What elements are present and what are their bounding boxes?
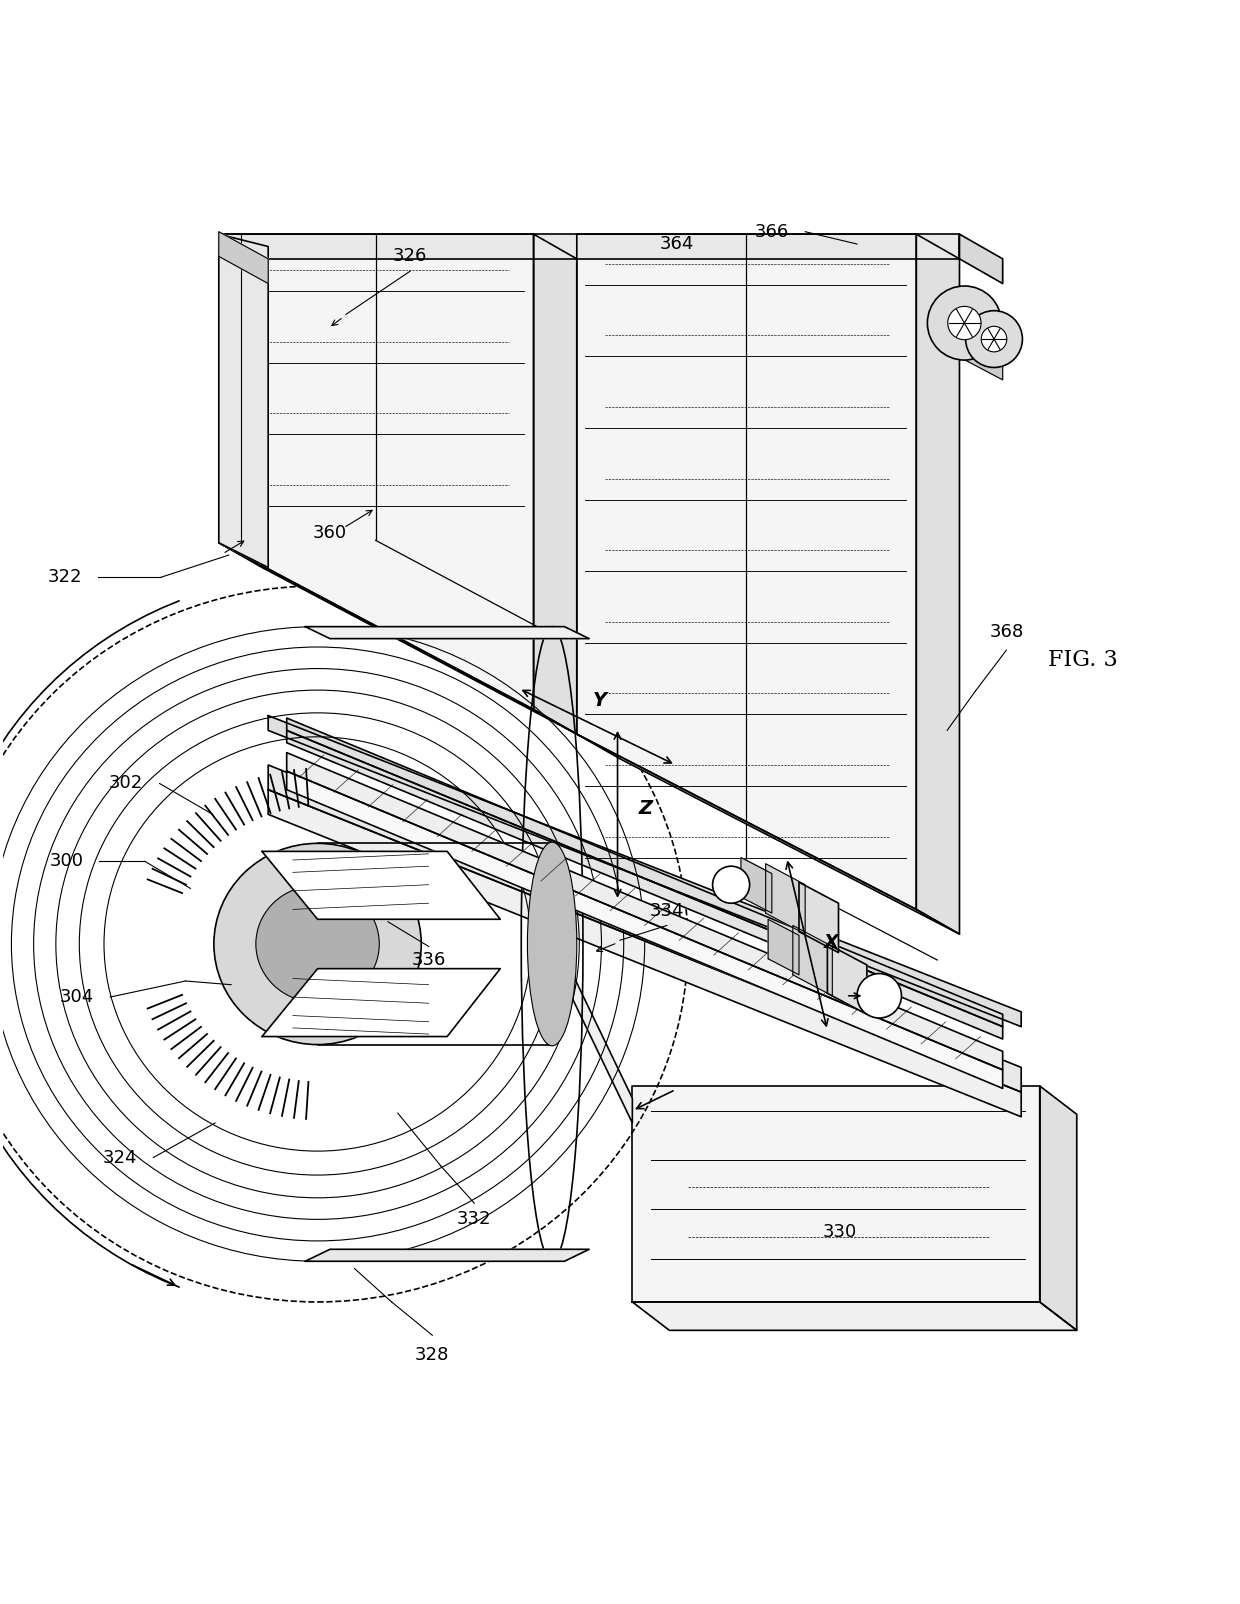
- Polygon shape: [286, 719, 1003, 1027]
- Polygon shape: [262, 969, 500, 1036]
- Text: 368: 368: [990, 622, 1023, 640]
- Polygon shape: [552, 932, 632, 1123]
- Polygon shape: [286, 730, 1003, 1039]
- Polygon shape: [916, 234, 960, 934]
- Text: 332: 332: [458, 1211, 491, 1229]
- Polygon shape: [972, 287, 987, 364]
- Polygon shape: [268, 715, 1022, 1027]
- Polygon shape: [632, 1086, 1039, 1302]
- Polygon shape: [742, 858, 771, 913]
- Text: 326: 326: [393, 247, 428, 265]
- Circle shape: [713, 866, 750, 903]
- Ellipse shape: [213, 844, 422, 1044]
- Polygon shape: [305, 627, 589, 638]
- Text: 334: 334: [650, 901, 684, 919]
- Polygon shape: [956, 330, 1003, 380]
- Polygon shape: [286, 752, 1003, 1070]
- Text: 336: 336: [412, 951, 446, 969]
- Circle shape: [857, 974, 901, 1019]
- Polygon shape: [960, 234, 1003, 284]
- Polygon shape: [218, 234, 533, 709]
- Text: X: X: [823, 932, 838, 951]
- Polygon shape: [792, 926, 832, 996]
- Polygon shape: [632, 1302, 1076, 1330]
- Text: 324: 324: [103, 1148, 138, 1166]
- Ellipse shape: [527, 842, 577, 1046]
- Polygon shape: [268, 789, 1022, 1116]
- Circle shape: [947, 306, 981, 340]
- Text: 360: 360: [312, 525, 347, 542]
- Text: 302: 302: [109, 775, 144, 792]
- Text: Y: Y: [593, 691, 606, 709]
- Polygon shape: [768, 919, 799, 975]
- Polygon shape: [218, 234, 960, 258]
- Polygon shape: [765, 863, 805, 934]
- Text: 304: 304: [60, 988, 94, 1006]
- Text: 330: 330: [822, 1222, 857, 1240]
- Polygon shape: [827, 945, 867, 1014]
- Ellipse shape: [255, 885, 379, 1002]
- Text: 366: 366: [755, 223, 789, 241]
- Text: 328: 328: [415, 1346, 450, 1363]
- Text: 322: 322: [47, 568, 82, 587]
- Polygon shape: [577, 234, 916, 909]
- Circle shape: [981, 326, 1007, 351]
- Polygon shape: [799, 882, 838, 953]
- Polygon shape: [218, 231, 268, 284]
- Polygon shape: [286, 772, 1003, 1089]
- Circle shape: [966, 311, 1023, 367]
- Polygon shape: [218, 542, 577, 735]
- Text: Z: Z: [639, 799, 652, 818]
- Polygon shape: [533, 234, 577, 735]
- Polygon shape: [577, 735, 960, 934]
- Polygon shape: [305, 1250, 589, 1261]
- Text: FIG. 3: FIG. 3: [1048, 650, 1117, 670]
- Text: 364: 364: [660, 236, 694, 253]
- Polygon shape: [268, 765, 1022, 1092]
- Polygon shape: [262, 852, 500, 919]
- Circle shape: [928, 286, 1002, 359]
- Text: 300: 300: [50, 852, 84, 871]
- Polygon shape: [218, 234, 268, 568]
- Polygon shape: [1039, 1086, 1076, 1330]
